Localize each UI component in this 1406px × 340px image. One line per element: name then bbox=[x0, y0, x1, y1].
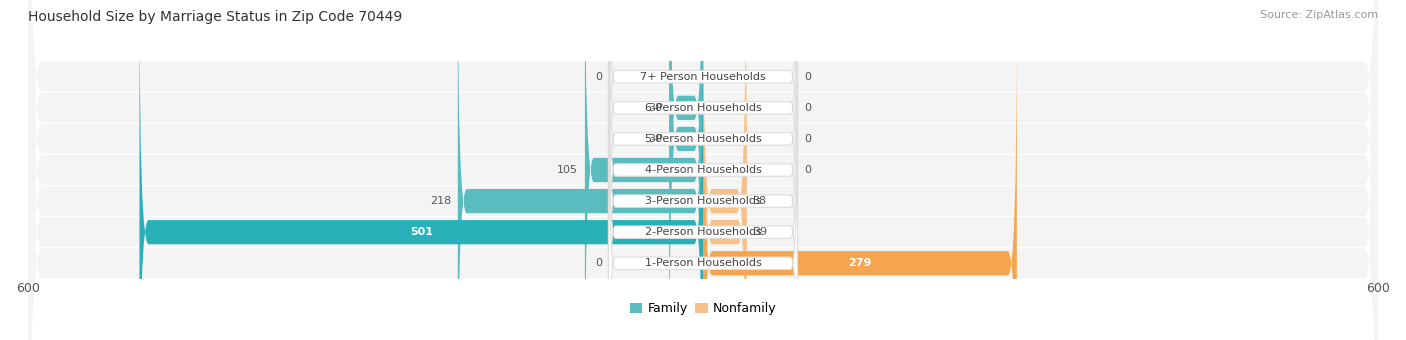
Text: 0: 0 bbox=[595, 72, 602, 82]
FancyBboxPatch shape bbox=[609, 0, 797, 319]
FancyBboxPatch shape bbox=[458, 0, 703, 340]
FancyBboxPatch shape bbox=[28, 0, 1378, 340]
FancyBboxPatch shape bbox=[28, 0, 1378, 340]
FancyBboxPatch shape bbox=[609, 21, 797, 340]
FancyBboxPatch shape bbox=[703, 0, 747, 340]
FancyBboxPatch shape bbox=[669, 0, 703, 340]
Text: 38: 38 bbox=[752, 196, 766, 206]
FancyBboxPatch shape bbox=[609, 83, 797, 340]
FancyBboxPatch shape bbox=[609, 0, 797, 257]
Text: Household Size by Marriage Status in Zip Code 70449: Household Size by Marriage Status in Zip… bbox=[28, 10, 402, 24]
Text: 30: 30 bbox=[648, 134, 662, 144]
Text: 218: 218 bbox=[430, 196, 451, 206]
Text: 4-Person Households: 4-Person Households bbox=[644, 165, 762, 175]
Legend: Family, Nonfamily: Family, Nonfamily bbox=[624, 298, 782, 320]
Text: 1-Person Households: 1-Person Households bbox=[644, 258, 762, 268]
FancyBboxPatch shape bbox=[609, 0, 797, 340]
FancyBboxPatch shape bbox=[669, 0, 703, 340]
FancyBboxPatch shape bbox=[28, 0, 1378, 340]
Text: 501: 501 bbox=[409, 227, 433, 237]
FancyBboxPatch shape bbox=[28, 0, 1378, 340]
Text: 0: 0 bbox=[595, 258, 602, 268]
Text: 0: 0 bbox=[804, 103, 811, 113]
Text: 39: 39 bbox=[754, 227, 768, 237]
Text: 3-Person Households: 3-Person Households bbox=[644, 196, 762, 206]
FancyBboxPatch shape bbox=[703, 27, 1017, 340]
Text: 0: 0 bbox=[804, 165, 811, 175]
FancyBboxPatch shape bbox=[609, 52, 797, 340]
FancyBboxPatch shape bbox=[28, 0, 1378, 340]
Text: Source: ZipAtlas.com: Source: ZipAtlas.com bbox=[1260, 10, 1378, 20]
Text: 6-Person Households: 6-Person Households bbox=[644, 103, 762, 113]
Text: 0: 0 bbox=[804, 134, 811, 144]
FancyBboxPatch shape bbox=[139, 0, 703, 340]
FancyBboxPatch shape bbox=[28, 0, 1378, 340]
Text: 279: 279 bbox=[848, 258, 872, 268]
Text: 0: 0 bbox=[804, 72, 811, 82]
Text: 7+ Person Households: 7+ Person Households bbox=[640, 72, 766, 82]
Text: 5-Person Households: 5-Person Households bbox=[644, 134, 762, 144]
FancyBboxPatch shape bbox=[703, 0, 745, 340]
Text: 30: 30 bbox=[648, 103, 662, 113]
FancyBboxPatch shape bbox=[585, 0, 703, 340]
FancyBboxPatch shape bbox=[28, 0, 1378, 340]
Text: 105: 105 bbox=[557, 165, 578, 175]
Text: 2-Person Households: 2-Person Households bbox=[644, 227, 762, 237]
FancyBboxPatch shape bbox=[609, 0, 797, 288]
